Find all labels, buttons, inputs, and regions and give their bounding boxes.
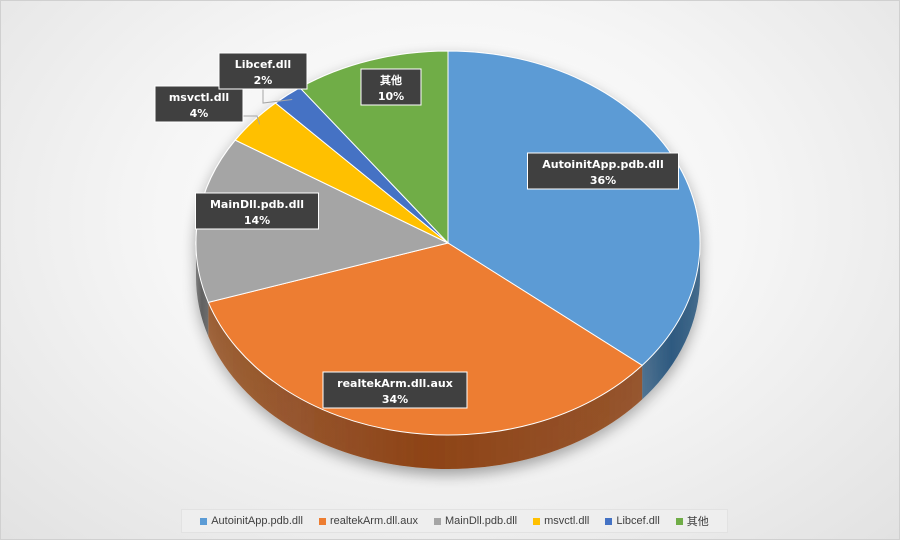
legend-swatch (533, 517, 541, 525)
legend-item-other-5: 其他 (675, 513, 709, 529)
legend-item-realtekarm-dll-aux: realtekArm.dll.aux (318, 515, 418, 527)
data-label-box (527, 152, 679, 190)
data-label-percent: 2% (254, 74, 273, 87)
data-label-libcef-dll: Libcef.dll 2% (218, 52, 308, 90)
legend-label: 其他 (686, 516, 709, 528)
data-label-other-5: 其他 10% (360, 68, 422, 106)
data-label-name: AutoinitApp.pdb.dll (542, 158, 663, 171)
data-label-percent: 4% (190, 107, 209, 120)
legend-label: AutoinitApp.pdb.dll (211, 515, 303, 527)
legend-label: MainDll.pdb.dll (444, 515, 518, 527)
data-label-msvctl-dll: msvctl.dll 4% (154, 85, 244, 123)
legend-label: msvctl.dll (544, 515, 590, 527)
data-label-box (322, 371, 468, 409)
data-label-name: Libcef.dll (235, 58, 291, 71)
legend-item-libcef-dll: Libcef.dll (605, 515, 660, 527)
data-label-name: realtekArm.dll.aux (337, 377, 453, 390)
leader-line-libcef-dll (262, 89, 293, 104)
legend-label: Libcef.dll (616, 515, 660, 527)
data-labels: AutoinitApp.pdb.dll 36% realtekArm.dll.aux… (154, 52, 679, 409)
data-label-autoinitapp-pdb-dll: AutoinitApp.pdb.dll 36% (527, 152, 679, 190)
data-label-name: msvctl.dll (169, 91, 229, 104)
legend: AutoinitApp.pdb.dll realtekArm.dll.aux Mai… (181, 509, 728, 533)
data-label-box (360, 68, 422, 106)
data-label-box (195, 192, 319, 230)
data-label-percent: 14% (244, 214, 270, 227)
leader-line-msvctl-dll (243, 115, 261, 125)
legend-item-msvctl-dll: msvctl.dll (533, 515, 589, 527)
data-label-box (154, 85, 244, 123)
legend-swatch (200, 517, 208, 525)
data-label-maindll-pdb-dll: MainDll.pdb.dll 14% (195, 192, 319, 230)
pie-body (195, 50, 701, 469)
legend-label: realtekArm.dll.aux (329, 515, 418, 527)
data-label-name: 其他 (380, 73, 402, 87)
legend-item-maindll-pdb-dll: MainDll.pdb.dll (433, 515, 518, 527)
slice-realtekarm-dll-aux (207, 242, 643, 436)
legend-swatch (433, 517, 441, 525)
side-autoinitapp-pdb-dll (642, 243, 700, 400)
data-label-name: MainDll.pdb.dll (210, 198, 304, 211)
data-label-percent: 36% (590, 174, 616, 187)
legend-swatch (605, 517, 613, 525)
data-label-box (218, 52, 308, 90)
legend-item-autoinitapp-pdb-dll: AutoinitApp.pdb.dll (200, 515, 303, 527)
data-label-realtekarm-dll-aux: realtekArm.dll.aux 34% (322, 371, 468, 409)
legend-swatch (318, 517, 326, 525)
side-realtekarm-dll-aux (208, 302, 643, 469)
side-maindll-pdb-dll (196, 243, 209, 337)
data-label-percent: 10% (378, 90, 404, 103)
data-label-percent: 34% (382, 393, 408, 406)
legend-swatch (675, 517, 683, 525)
